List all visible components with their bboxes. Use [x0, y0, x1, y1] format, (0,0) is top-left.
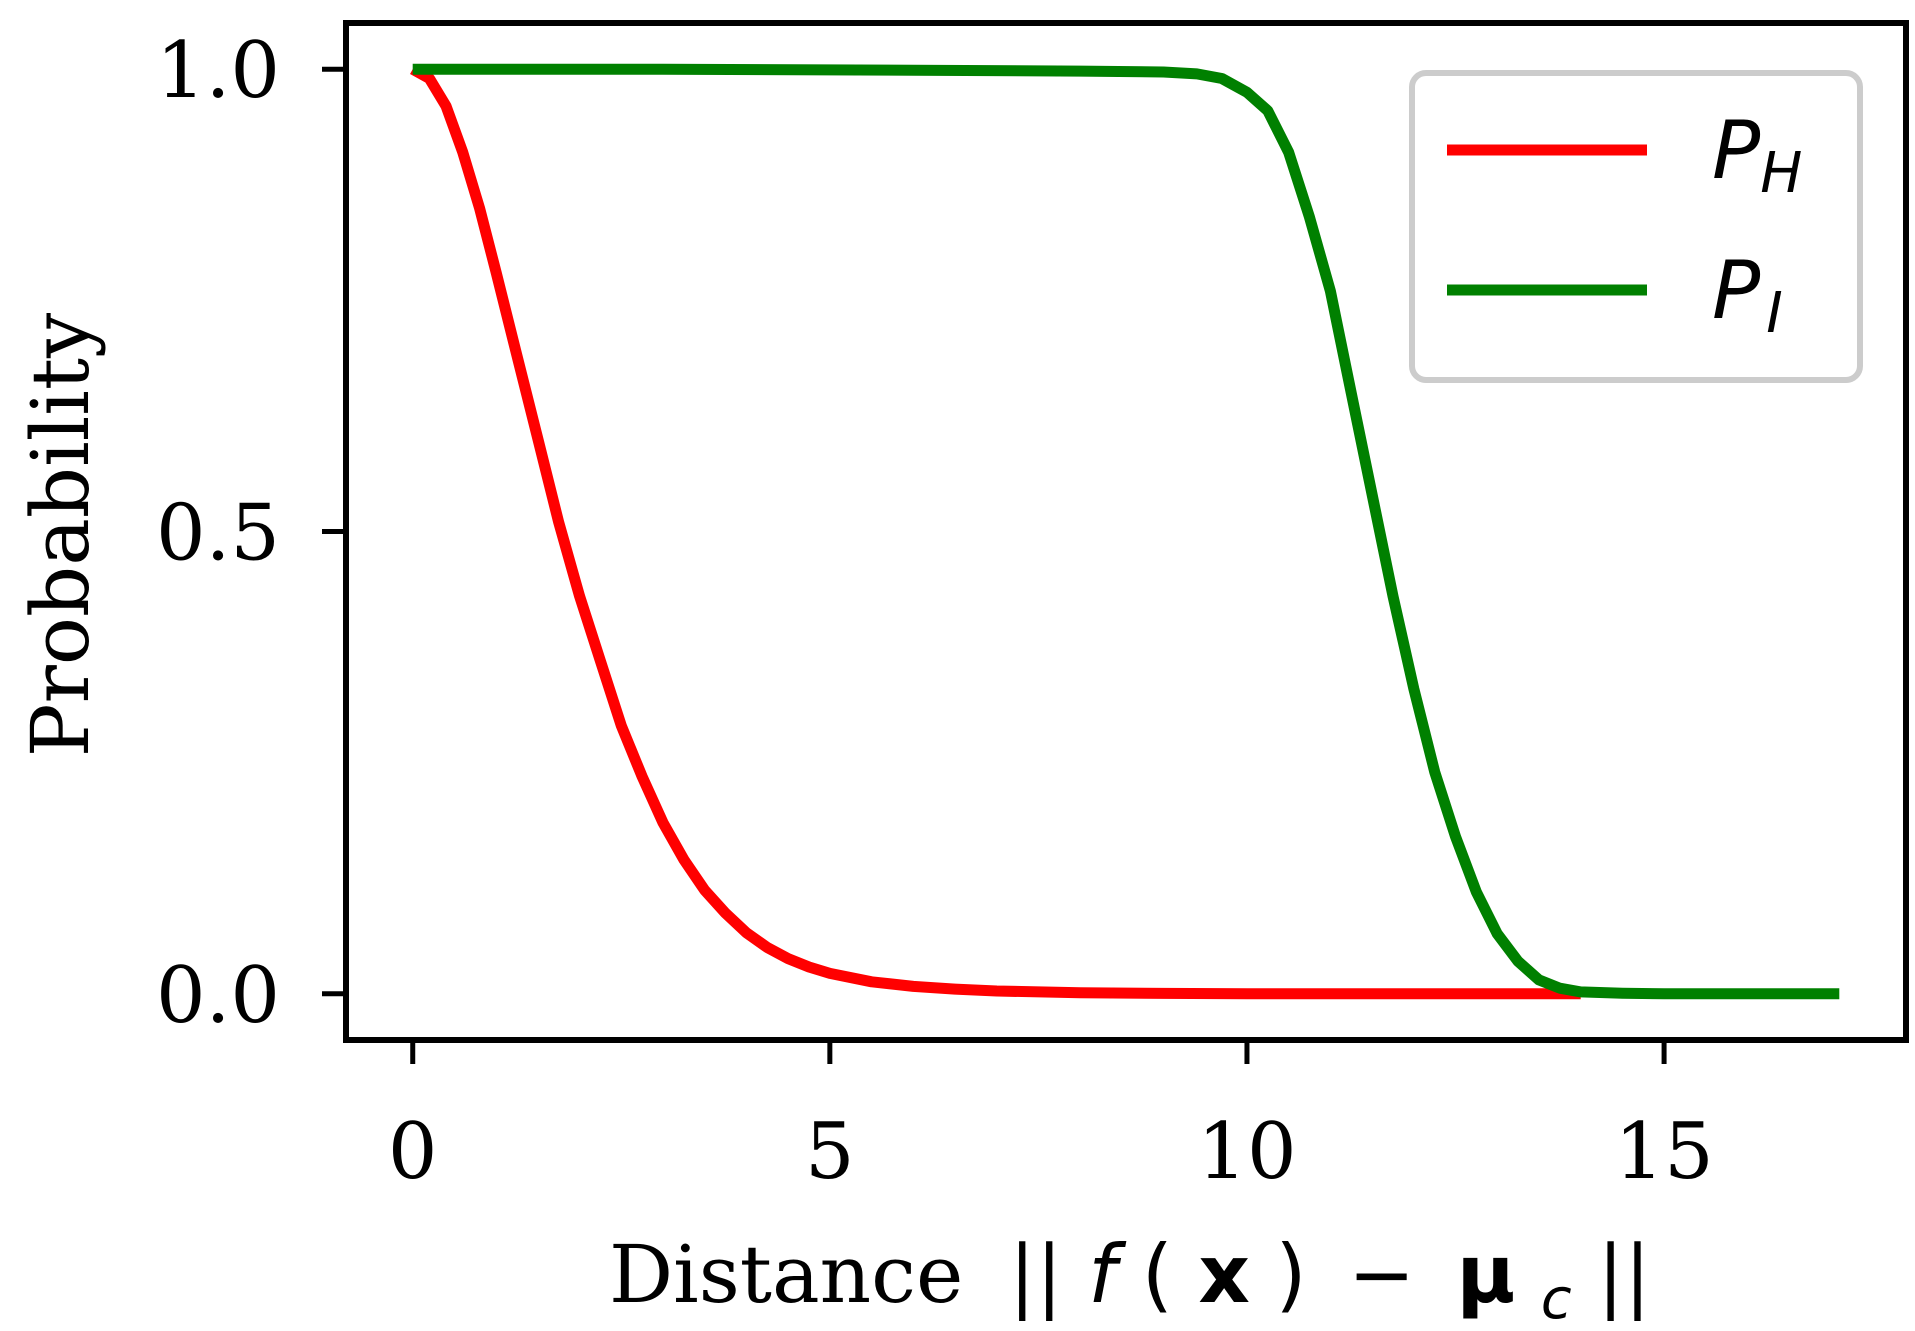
x-axis-title-paren-close: ) — [1275, 1228, 1306, 1321]
x-axis-title-word: Distance — [609, 1228, 963, 1321]
plot-area — [410, 63, 1840, 1000]
x-axis-title-mu: μ — [1457, 1228, 1516, 1321]
y-axis: 0.0 0.5 1.0 — [156, 26, 346, 1041]
legend-label-ph: PH — [1712, 104, 1802, 206]
x-axis: 0 5 10 15 — [388, 1040, 1714, 1197]
x-axis-title-mu-sub: c — [1541, 1267, 1572, 1331]
series-line-ph — [410, 64, 1581, 1000]
y-axis-title: Probability — [14, 313, 107, 757]
x-axis-title: Distance || f ( x ) − μ c || — [609, 1228, 1651, 1331]
x-axis-title-x: x — [1198, 1228, 1250, 1321]
y-tick-label-0.5: 0.5 — [156, 489, 280, 579]
x-axis-title-norm-close: || — [1597, 1228, 1651, 1321]
x-tick-label-5: 5 — [805, 1107, 855, 1197]
x-axis-title-f: f — [1088, 1228, 1127, 1321]
series-line-pi — [412, 63, 1840, 1000]
x-axis-title-paren-open: ( — [1142, 1228, 1173, 1321]
x-tick-label-10: 10 — [1197, 1107, 1296, 1197]
x-axis-title-minus: − — [1348, 1228, 1415, 1321]
y-tick-label-1.0: 1.0 — [156, 26, 280, 116]
x-axis-title-norm-open: || — [1009, 1228, 1063, 1321]
x-tick-label-15: 15 — [1614, 1107, 1713, 1197]
legend-box — [1409, 70, 1863, 383]
y-tick-label-0.0: 0.0 — [156, 951, 280, 1041]
x-tick-label-0: 0 — [388, 1107, 438, 1197]
